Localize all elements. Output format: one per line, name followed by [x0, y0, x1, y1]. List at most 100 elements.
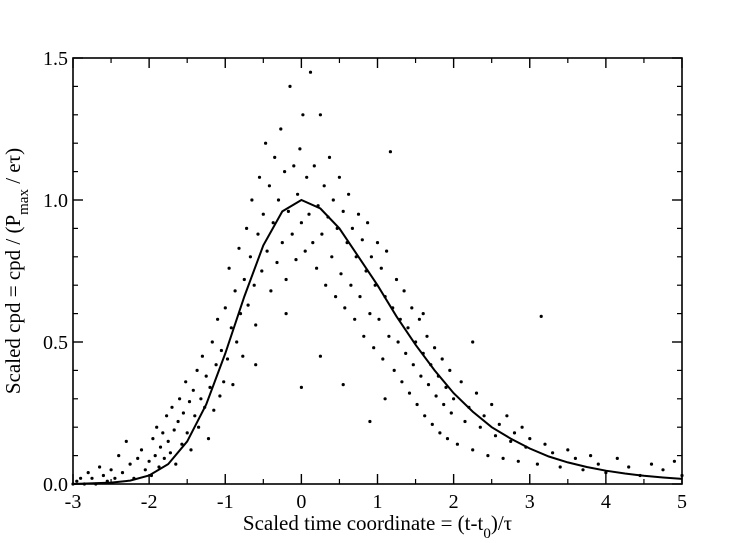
data-point: [327, 155, 332, 159]
data-point: [497, 422, 501, 426]
data-point: [426, 383, 431, 387]
data-point: [254, 363, 258, 367]
data-point: [566, 448, 570, 452]
data-point: [189, 448, 193, 452]
data-point: [168, 451, 172, 455]
x-tick-label: -1: [217, 491, 234, 513]
data-point: [516, 459, 520, 463]
data-point: [185, 431, 189, 435]
data-point: [318, 113, 322, 117]
data-point: [366, 221, 370, 225]
data-point: [423, 414, 427, 418]
data-point: [448, 368, 452, 372]
data-point: [343, 306, 347, 310]
data-point: [589, 454, 593, 458]
data-point: [347, 192, 351, 196]
data-point: [330, 255, 334, 259]
data-point: [471, 340, 475, 344]
data-point: [392, 368, 396, 372]
data-point: [331, 198, 335, 202]
data-point: [490, 402, 494, 407]
data-point: [237, 246, 241, 250]
data-point: [200, 354, 204, 358]
data-point: [275, 260, 279, 265]
data-point: [324, 283, 328, 287]
data-point: [245, 226, 249, 230]
data-point: [627, 465, 631, 469]
data-point: [109, 468, 113, 472]
data-point: [543, 442, 547, 446]
data-point: [172, 428, 176, 432]
data-point: [246, 303, 250, 307]
data-point: [193, 414, 197, 418]
data-point: [178, 397, 182, 401]
data-point: [187, 400, 192, 404]
data-point: [512, 431, 517, 435]
data-point: [449, 411, 453, 415]
data-point: [334, 295, 338, 299]
data-point: [463, 419, 467, 424]
data-point: [411, 363, 415, 367]
data-point: [661, 468, 665, 472]
data-point: [433, 346, 437, 350]
data-point: [180, 442, 184, 446]
data-point: [284, 312, 288, 316]
data-point: [206, 437, 211, 441]
data-point: [421, 312, 425, 316]
data-point: [305, 175, 309, 179]
data-point: [176, 419, 180, 424]
data-point: [368, 419, 372, 424]
data-point: [528, 437, 532, 441]
data-point: [455, 442, 459, 446]
data-point: [400, 380, 404, 384]
data-point: [356, 212, 361, 216]
x-tick-label: 0: [296, 491, 306, 513]
data-point: [292, 164, 296, 168]
x-tick-label: -2: [141, 491, 158, 513]
data-point: [299, 221, 303, 225]
data-point: [474, 391, 479, 395]
data-point: [417, 317, 421, 321]
data-point: [147, 459, 151, 463]
data-point: [256, 232, 260, 236]
data-point: [387, 334, 391, 338]
data-point: [269, 289, 273, 293]
y-tick-label: 0.5: [43, 332, 68, 354]
data-point: [264, 141, 268, 145]
data-point: [379, 266, 383, 270]
data-point: [276, 198, 281, 202]
data-point: [288, 84, 292, 88]
data-point: [195, 368, 199, 372]
data-point: [225, 357, 230, 361]
data-point: [165, 414, 169, 418]
data-point: [157, 465, 161, 469]
data-point: [197, 425, 201, 429]
data-point: [301, 113, 305, 117]
data-point: [139, 448, 144, 452]
axis-title-part: Scaled time coordinate = (t-t: [243, 511, 484, 535]
data-point: [322, 184, 326, 188]
data-point: [388, 150, 392, 154]
data-point: [385, 249, 389, 253]
data-point: [341, 383, 345, 387]
data-point: [166, 439, 170, 443]
x-tick-label: 3: [525, 491, 535, 513]
data-point: [208, 385, 212, 389]
data-point: [350, 226, 354, 230]
data-point: [444, 385, 448, 389]
x-axis-title: Scaled time coordinate = (t-t0)/τ: [243, 511, 512, 542]
data-point: [158, 445, 163, 449]
y-axis-title: Scaled cpd = cpd / (Pmax / eτ): [1, 148, 32, 394]
data-point: [649, 462, 654, 466]
axis-ticks: [72, 57, 683, 485]
data-point: [124, 439, 128, 443]
data-point: [558, 465, 562, 469]
data-point: [368, 312, 372, 316]
data-point: [581, 468, 585, 472]
data-point: [101, 473, 105, 478]
data-point: [241, 354, 245, 358]
data-point: [219, 348, 223, 353]
data-point: [223, 306, 227, 310]
data-point: [573, 456, 578, 460]
